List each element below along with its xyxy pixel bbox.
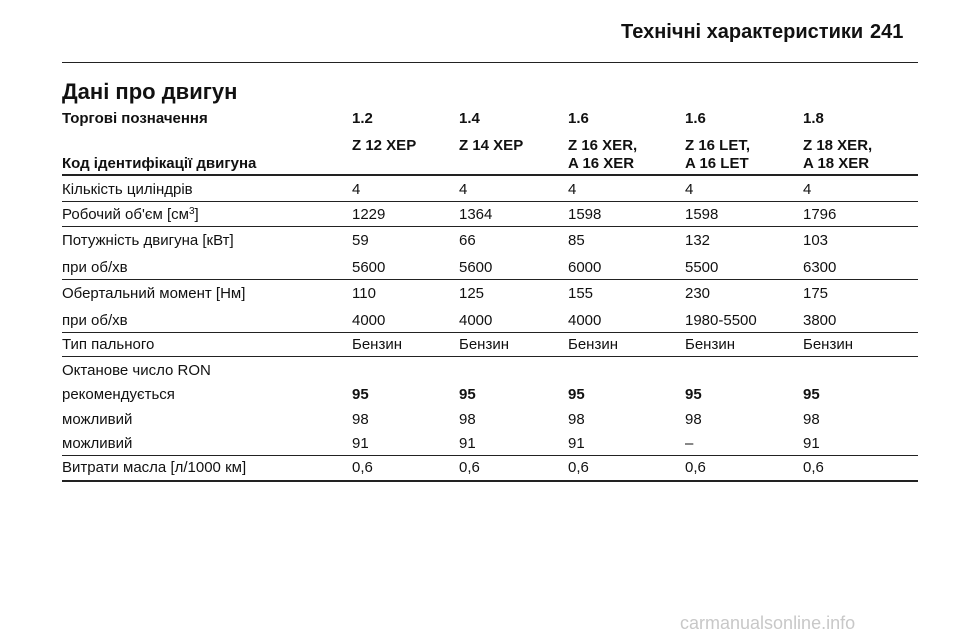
head-label: Торгові позначення: [62, 110, 208, 127]
row-value: 4: [685, 181, 694, 198]
row-label: Тип пального: [62, 336, 155, 353]
row-value: 6000: [568, 259, 602, 276]
label-part: Робочий об'єм [см: [62, 206, 189, 223]
row-value: 59: [352, 232, 369, 249]
row-value: 91: [459, 434, 476, 452]
table-rule: [62, 226, 918, 227]
row-value: 95: [803, 386, 820, 404]
row-label: можливий: [62, 434, 133, 452]
row-value: 0,6: [803, 459, 824, 476]
head-value: 1.2: [352, 110, 373, 127]
row-value: 0,6: [568, 459, 589, 476]
row-value: Бензин: [459, 336, 510, 353]
table-rule: [62, 356, 918, 357]
table-rule: [62, 201, 918, 202]
table-rule: [62, 174, 918, 176]
row-value: 175: [803, 285, 829, 302]
row-value: 91: [803, 434, 820, 452]
table-rule: [62, 332, 918, 333]
row-value: Бензин: [685, 336, 736, 353]
row-value: 95: [459, 386, 476, 404]
row-value: 1229: [352, 206, 386, 223]
row-value: 98: [803, 410, 820, 428]
row-value: 155: [568, 285, 594, 302]
row-value: 98: [685, 410, 702, 428]
row-value: 230: [685, 285, 711, 302]
head-value: 1.8: [803, 110, 824, 127]
row-value: 66: [459, 232, 476, 249]
row-label: при об/хв: [62, 312, 128, 329]
row-value: 132: [685, 232, 711, 249]
table-rule: [62, 454, 918, 456]
row-label: можливий: [62, 410, 133, 428]
row-value: 95: [352, 386, 369, 404]
row-value: 1598: [568, 206, 602, 223]
row-label: Робочий об'єм [см3]: [62, 206, 199, 224]
row-value: 98: [459, 410, 476, 428]
row-value: 5500: [685, 259, 719, 276]
row-value: 103: [803, 232, 829, 249]
section-title: Дані про двигун: [62, 79, 238, 104]
row-value: Бензин: [352, 336, 403, 353]
row-value: 3800: [803, 312, 837, 329]
table-rule: [62, 480, 918, 482]
row-value: 1364: [459, 206, 493, 223]
row-value: 4000: [568, 312, 602, 329]
head-value: Z 14 XEP: [459, 137, 524, 154]
row-value: 4: [459, 181, 468, 198]
head-value: Z 18 XER,: [803, 137, 873, 154]
header-title: Технічні характеристики: [621, 21, 864, 43]
table-rule: [62, 279, 918, 280]
row-value: 98: [568, 410, 585, 428]
row-value: 1598: [685, 206, 719, 223]
head-value: A 16 LET: [685, 155, 749, 172]
row-label: Витрати масла [л/1000 км]: [62, 459, 247, 476]
row-value: 95: [568, 386, 585, 404]
head-value: 1.6: [568, 110, 589, 127]
row-label: Кількість циліндрів: [62, 181, 193, 198]
row-label: Потужність двигуна [кВт]: [62, 232, 234, 249]
label-part: ]: [194, 206, 199, 223]
label-part: 3: [188, 206, 195, 217]
row-value: 0,6: [459, 459, 480, 476]
row-label: рекомендується: [62, 386, 175, 404]
row-value: Бензин: [803, 336, 854, 353]
row-label: Октанове число RON: [62, 362, 211, 379]
head-value: 1.6: [685, 110, 706, 127]
row-value: 4000: [459, 312, 493, 329]
head-label: Код ідентифікації двигуна: [62, 155, 257, 172]
head-value: A 16 XER: [568, 155, 635, 172]
row-value: 125: [459, 285, 485, 302]
row-value: 0,6: [685, 459, 706, 476]
row-value: 4: [803, 181, 812, 198]
row-value: 91: [352, 434, 369, 452]
header-rule: [62, 62, 918, 63]
row-value: 85: [568, 232, 585, 249]
page-number: 241: [870, 21, 904, 43]
row-value: 98: [352, 410, 369, 428]
row-value: 4: [568, 181, 577, 198]
watermark: carmanualsonline.info: [680, 613, 856, 633]
row-label: Обертальний момент [Нм]: [62, 285, 246, 302]
row-value: –: [685, 434, 694, 452]
head-value: Z 16 XER,: [568, 137, 638, 154]
row-value: 6300: [803, 259, 837, 276]
row-value: 110: [352, 285, 376, 302]
row-value: 0,6: [352, 459, 373, 476]
head-value: Z 12 XEP: [352, 137, 417, 154]
row-value: 5600: [459, 259, 493, 276]
row-value: 5600: [352, 259, 386, 276]
head-value: A 18 XER: [803, 155, 870, 172]
row-value: 4: [352, 181, 361, 198]
row-value: 1980-5500: [685, 312, 757, 329]
row-label: при об/хв: [62, 259, 128, 276]
row-value: Бензин: [568, 336, 619, 353]
row-value: 1796: [803, 206, 837, 223]
row-value: 95: [685, 386, 702, 404]
row-value: 4000: [352, 312, 386, 329]
head-value: 1.4: [459, 110, 480, 127]
head-value: Z 16 LET,: [685, 137, 751, 154]
row-value: 91: [568, 434, 585, 452]
